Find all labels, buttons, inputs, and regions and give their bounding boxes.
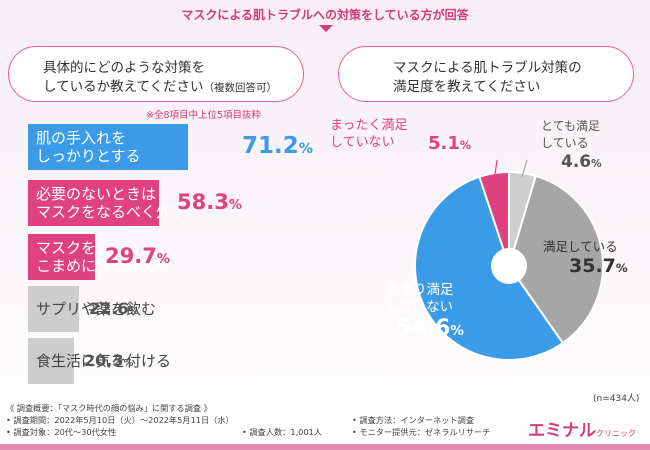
bar-value-2: 58.3% [177,190,242,214]
pie-value-percent: % [459,139,472,152]
pie-value-2: 35.7% [543,255,628,280]
pie-label-line1: あまり満足 [386,282,454,298]
pie-label-line1: まったく満足 [330,118,408,133]
bar-label-5: 食生活に気を付ける [36,352,171,370]
bar-label-line1: サプリや薬を飲む [36,300,157,318]
bar-label-line1: 食生活に気を付ける [36,352,172,370]
pie-value-number: 5.1 [428,133,460,154]
pie-value-percent: % [450,323,464,339]
pie-center-hole [491,248,527,284]
pie-value-number: 4.6 [561,152,592,172]
left-question-suffix: （複数回答可） [203,82,278,94]
bar-value-3: 29.7% [105,244,170,268]
left-question-line2: しているか教えてください（複数回答可） [43,75,277,95]
logo-main: エミナル [528,421,596,441]
footer-method: • 調査方法：インターネット調査 [352,415,475,425]
pie-label-line2: していない [386,299,454,315]
pie-value-1: 4.6% [541,152,602,175]
bar-value-number: 22.6 [89,299,129,319]
pie-label-2: 満足している 35.7% [543,238,628,280]
footer-count: • 調査人数：1,001人 [242,427,322,437]
banner-title: マスクによる肌トラブルへの対策をしている方が回答 [181,8,469,22]
bar-value-percent: % [123,358,134,370]
clinic-logo: エミナルクリニック [528,416,636,441]
sample-size-label: (n=434人) [593,394,640,404]
bar-value-percent: % [156,251,170,267]
footer-overview: 《 調査概要：「マスク時代の顔の悩み」に関する調査 》 [6,403,212,413]
bar-label-line1: 必要のないときは [36,185,157,203]
left-question-line2-text: しているか教えてください [43,79,204,95]
right-question-box: マスクによる肌トラブル対策の 満足度を教えてください [338,46,634,102]
bar-label-line2: しっかりとする [36,147,141,165]
bar-value-percent: % [228,197,242,213]
pie-label-1: とても満足している 4.6% [541,118,602,175]
pie-label-3: あまり満足 していない 54.6% [386,282,464,344]
pie-value-number: 54.6 [396,316,451,341]
bar-3 [28,234,95,280]
right-question-line1: マスクによる肌トラブル対策の [393,60,582,76]
footer-target: • 調査対象：20代〜30代女性 [6,427,117,437]
bar-label-line1: 肌の手入れを [36,129,127,147]
footer-period: • 調査期間：2022年5月10日（火）〜2022年5月11日（水） [6,415,234,425]
pie-value-percent: % [615,261,628,275]
bar-value-percent: % [298,140,314,157]
selection-note: ※全8項目中上位5項目抜粋 [146,110,262,121]
bar-label-1: 肌の手入れを しっかりとする [36,129,141,165]
bar-label-4: サプリや薬を飲む [36,300,156,318]
pie-label-4: まったく満足 していない 5.1% [330,117,471,154]
bar-label-3: マスクを こまめに取り換える [36,239,171,275]
pie-slice-4 [478,170,510,267]
bar-1 [28,124,188,170]
bar-value-4: 22.6% [89,299,138,318]
pie-value-3: 54.6% [386,316,464,344]
bar-label-2: 必要のないときは マスクをなるべく外す [36,185,186,221]
banner-pointer [319,25,333,32]
bar-5 [28,338,74,384]
bar-value-number: 71.2 [242,132,299,159]
bar-value-1: 71.2% [242,133,313,159]
pie-label-line2: していない [330,135,395,150]
bottom-accent-line [0,444,650,450]
bar-label-line1: マスクを [36,239,97,257]
pie-value-4: 5.1% [428,133,471,157]
bar-value-percent: % [128,306,139,318]
pie-label-line1: とても満足 [541,119,601,133]
bar-label-line2: こまめに取り換える [36,257,171,275]
pie-leader-line-1 [521,159,528,178]
bar-value-number: 58.3 [177,189,229,214]
pie-slice-2 [507,174,604,345]
left-question-line1: 具体的にどのような対策を [43,60,205,76]
bar-4 [28,286,79,332]
pie-value-number: 35.7 [569,255,616,277]
footer-provider: • モニター提供元：ゼネラルリサーチ [352,427,491,437]
logo-sub: クリニック [596,429,636,438]
pie-leader-line-2 [494,159,498,178]
pie-value-percent: % [591,158,602,170]
pie-slice-3 [414,175,565,361]
bar-value-5: 20.3% [84,351,133,370]
pie-label-line1: 満足している [543,239,618,254]
bar-value-number: 20.3 [84,351,124,371]
pie-label-line2: している [541,136,589,150]
left-question-box: 具体的にどのような対策を しているか教えてください（複数回答可） [8,46,304,102]
bar-2 [28,180,159,226]
right-question-line2: 満足度を教えてください [393,79,541,95]
bar-label-line2: マスクをなるべく外す [36,203,187,221]
bar-value-number: 29.7 [105,243,157,268]
